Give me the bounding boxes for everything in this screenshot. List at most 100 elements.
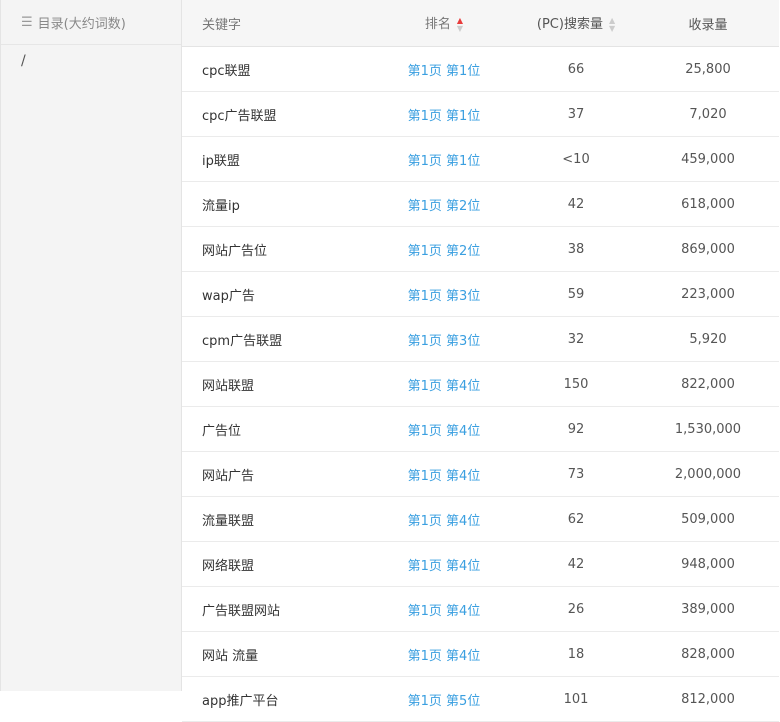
rank-cell: 第1页 第4位 bbox=[373, 496, 515, 542]
table-row: 广告位 第1页 第4位 92 1,530,000 bbox=[182, 406, 779, 452]
search-volume-cell: 32 bbox=[515, 316, 637, 362]
table-row: 广告联盟网站 第1页 第4位 26 389,000 bbox=[182, 586, 779, 632]
rank-cell: 第1页 第4位 bbox=[373, 361, 515, 407]
rank-cell: 第1页 第2位 bbox=[373, 181, 515, 227]
search-volume-cell: 73 bbox=[515, 451, 637, 497]
keyword-cell: 网络联盟 bbox=[182, 541, 373, 587]
rank-cell: 第1页 第2位 bbox=[373, 226, 515, 272]
rank-link[interactable]: 第1页 第3位 bbox=[407, 333, 481, 349]
directory-sidebar: ☰ 目录(大约词数) / bbox=[0, 0, 182, 691]
indexed-cell: 828,000 bbox=[637, 631, 779, 677]
keyword-cell: 广告联盟网站 bbox=[182, 586, 373, 632]
table-row: wap广告 第1页 第3位 59 223,000 bbox=[182, 271, 779, 317]
rank-link[interactable]: 第1页 第4位 bbox=[407, 423, 481, 439]
rank-link[interactable]: 第1页 第2位 bbox=[407, 243, 481, 259]
list-icon: ☰ bbox=[21, 14, 33, 30]
search-volume-cell: 66 bbox=[515, 46, 637, 92]
keyword-cell: 流量ip bbox=[182, 181, 373, 227]
keyword-cell: 网站广告位 bbox=[182, 226, 373, 272]
keyword-cell: app推广平台 bbox=[182, 676, 373, 722]
keyword-cell: ip联盟 bbox=[182, 136, 373, 182]
rank-link[interactable]: 第1页 第1位 bbox=[407, 153, 481, 169]
search-volume-cell: 37 bbox=[515, 91, 637, 137]
keyword-cell: 流量联盟 bbox=[182, 496, 373, 542]
rank-link[interactable]: 第1页 第4位 bbox=[407, 513, 481, 529]
rank-link[interactable]: 第1页 第1位 bbox=[407, 108, 481, 124]
indexed-cell: 389,000 bbox=[637, 586, 779, 632]
rank-cell: 第1页 第4位 bbox=[373, 586, 515, 632]
directory-title: 目录(大约词数) bbox=[37, 16, 126, 32]
header-keyword: 关键字 bbox=[182, 0, 373, 47]
search-volume-cell: 38 bbox=[515, 226, 637, 272]
rank-link[interactable]: 第1页 第4位 bbox=[407, 603, 481, 619]
keyword-cell: 广告位 bbox=[182, 406, 373, 452]
indexed-cell: 223,000 bbox=[637, 271, 779, 317]
indexed-cell: 948,000 bbox=[637, 541, 779, 587]
rank-cell: 第1页 第5位 bbox=[373, 676, 515, 722]
rank-cell: 第1页 第1位 bbox=[373, 91, 515, 137]
keyword-cell: cpc联盟 bbox=[182, 46, 373, 92]
rank-link[interactable]: 第1页 第4位 bbox=[407, 558, 481, 574]
indexed-cell: 25,800 bbox=[637, 46, 779, 92]
header-rank[interactable]: 排名 ▲ ▼ bbox=[373, 0, 515, 47]
rank-link[interactable]: 第1页 第3位 bbox=[407, 288, 481, 304]
rank-cell: 第1页 第4位 bbox=[373, 631, 515, 677]
keyword-table: 关键字 排名 ▲ ▼ (PC)搜索量 ▲ ▼ 收录量 cpc联盟 第1页 第1位 66 … bbox=[182, 0, 779, 722]
table-row: 网站广告 第1页 第4位 73 2,000,000 bbox=[182, 451, 779, 497]
rank-cell: 第1页 第4位 bbox=[373, 451, 515, 497]
keyword-cell: 网站 流量 bbox=[182, 631, 373, 677]
search-volume-cell: 59 bbox=[515, 271, 637, 317]
indexed-cell: 812,000 bbox=[637, 676, 779, 722]
indexed-cell: 459,000 bbox=[637, 136, 779, 182]
table-row: cpc广告联盟 第1页 第1位 37 7,020 bbox=[182, 91, 779, 137]
table-row: 流量联盟 第1页 第4位 62 509,000 bbox=[182, 496, 779, 542]
sort-icon[interactable]: ▲ ▼ bbox=[608, 15, 616, 33]
rank-cell: 第1页 第1位 bbox=[373, 46, 515, 92]
search-volume-cell: 26 bbox=[515, 586, 637, 632]
indexed-cell: 5,920 bbox=[637, 316, 779, 362]
rank-cell: 第1页 第4位 bbox=[373, 406, 515, 452]
header-indexed: 收录量 bbox=[637, 0, 779, 47]
indexed-cell: 2,000,000 bbox=[637, 451, 779, 497]
search-volume-cell: 150 bbox=[515, 361, 637, 407]
keyword-cell: cpc广告联盟 bbox=[182, 91, 373, 137]
keyword-cell: 网站联盟 bbox=[182, 361, 373, 407]
search-volume-cell: 42 bbox=[515, 541, 637, 587]
table-row: 流量ip 第1页 第2位 42 618,000 bbox=[182, 181, 779, 227]
table-row: cpm广告联盟 第1页 第3位 32 5,920 bbox=[182, 316, 779, 362]
directory-item-root[interactable]: / bbox=[21, 53, 26, 69]
table-row: ip联盟 第1页 第1位 <10 459,000 bbox=[182, 136, 779, 182]
sort-icon[interactable]: ▲ ▼ bbox=[456, 15, 464, 33]
header-search-volume[interactable]: (PC)搜索量 ▲ ▼ bbox=[515, 0, 637, 47]
rank-link[interactable]: 第1页 第1位 bbox=[407, 63, 481, 79]
search-volume-cell: 62 bbox=[515, 496, 637, 542]
keyword-cell: 网站广告 bbox=[182, 451, 373, 497]
rank-link[interactable]: 第1页 第4位 bbox=[407, 468, 481, 484]
search-volume-cell: 42 bbox=[515, 181, 637, 227]
table-row: 网络联盟 第1页 第4位 42 948,000 bbox=[182, 541, 779, 587]
search-volume-cell: 101 bbox=[515, 676, 637, 722]
table-row: app推广平台 第1页 第5位 101 812,000 bbox=[182, 676, 779, 722]
table-row: cpc联盟 第1页 第1位 66 25,800 bbox=[182, 46, 779, 92]
indexed-cell: 1,530,000 bbox=[637, 406, 779, 452]
rank-cell: 第1页 第3位 bbox=[373, 271, 515, 317]
rank-link[interactable]: 第1页 第4位 bbox=[407, 378, 481, 394]
header-search-label: (PC)搜索量 bbox=[536, 17, 603, 33]
table-row: 网站联盟 第1页 第4位 150 822,000 bbox=[182, 361, 779, 407]
search-volume-cell: <10 bbox=[515, 136, 637, 182]
table-row: 网站广告位 第1页 第2位 38 869,000 bbox=[182, 226, 779, 272]
indexed-cell: 618,000 bbox=[637, 181, 779, 227]
table-row: 网站 流量 第1页 第4位 18 828,000 bbox=[182, 631, 779, 677]
indexed-cell: 509,000 bbox=[637, 496, 779, 542]
search-volume-cell: 18 bbox=[515, 631, 637, 677]
keyword-cell: wap广告 bbox=[182, 271, 373, 317]
header-rank-label: 排名 bbox=[424, 17, 451, 33]
rank-link[interactable]: 第1页 第2位 bbox=[407, 198, 481, 214]
indexed-cell: 822,000 bbox=[637, 361, 779, 407]
directory-header: ☰ 目录(大约词数) bbox=[1, 0, 181, 45]
rank-cell: 第1页 第1位 bbox=[373, 136, 515, 182]
rank-link[interactable]: 第1页 第5位 bbox=[407, 693, 481, 709]
search-volume-cell: 92 bbox=[515, 406, 637, 452]
rank-link[interactable]: 第1页 第4位 bbox=[407, 648, 481, 664]
indexed-cell: 869,000 bbox=[637, 226, 779, 272]
